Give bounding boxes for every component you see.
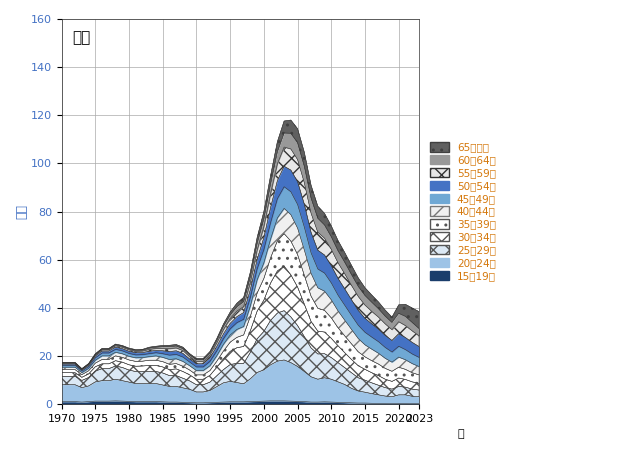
Text: 女性: 女性	[73, 30, 91, 45]
Legend: 65歳以上, 60～64歳, 55～59歳, 50～54歳, 45～49歳, 40～44歳, 35～39歳, 30～34歳, 25～29歳, 20～24歳, 1: 65歳以上, 60～64歳, 55～59歳, 50～54歳, 45～49歳, 4…	[428, 140, 498, 283]
Y-axis label: 万人: 万人	[15, 204, 28, 219]
Text: 年: 年	[458, 429, 464, 439]
